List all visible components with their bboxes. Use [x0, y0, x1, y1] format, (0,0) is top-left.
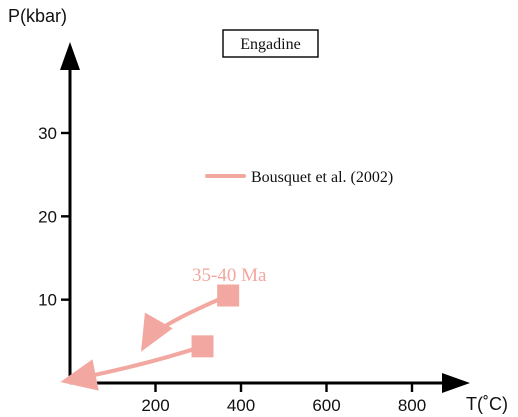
legend: Bousquet et al. (2002)	[205, 169, 393, 186]
y-axis-label: P(kbar)	[8, 6, 67, 26]
pt-path-2	[60, 344, 205, 391]
x-tick-label-600: 600	[312, 396, 340, 415]
x-axis-arrowhead	[442, 373, 470, 393]
x-ticks: 200 400 600 800	[141, 383, 426, 415]
pt-path-1	[140, 293, 231, 352]
age-annotation: 35-40 Ma	[192, 265, 267, 286]
x-axis	[70, 373, 470, 393]
y-ticks: 10 20 30	[38, 124, 70, 310]
y-axis	[60, 42, 80, 383]
x-tick-label-400: 400	[227, 396, 255, 415]
pt-marker-1	[217, 284, 240, 307]
y-tick-label-20: 20	[38, 207, 57, 226]
x-tick-label-200: 200	[141, 396, 169, 415]
y-tick-label-10: 10	[38, 291, 57, 310]
x-axis-label: T(˚C)	[466, 394, 508, 414]
chart-title: Engadine	[240, 36, 300, 53]
y-tick-label-30: 30	[38, 124, 57, 143]
legend-label: Bousquet et al. (2002)	[251, 169, 393, 186]
pt-marker-2	[191, 335, 214, 358]
title-box	[222, 29, 319, 58]
x-tick-label-800: 800	[398, 396, 426, 415]
y-axis-arrowhead	[60, 42, 80, 70]
series-layer	[60, 284, 240, 391]
